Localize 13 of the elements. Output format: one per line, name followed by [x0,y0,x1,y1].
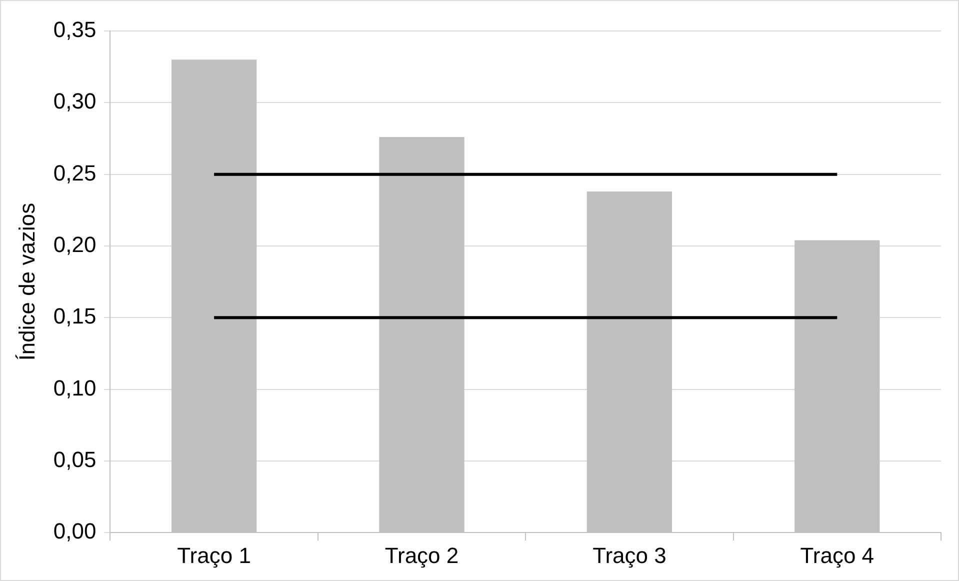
y-tick-label: 0,10 [53,375,96,400]
x-tick-label: Traço 3 [592,542,666,568]
y-axis-title: Índice de vazios [14,202,40,361]
y-tick-label: 0,20 [53,232,96,258]
y-tick-label: 0,15 [53,304,96,329]
y-tick-label: 0,30 [53,88,96,114]
x-tick-label: Traço 1 [177,542,251,568]
y-tick-label: 0,25 [53,160,96,186]
y-tick-label: 0,05 [53,447,96,472]
y-tick-label: 0,00 [53,518,96,544]
y-tick-label: 0,35 [53,17,96,42]
x-tick-label: Traço 2 [384,542,459,568]
x-tick-label: Traço 4 [800,542,874,568]
